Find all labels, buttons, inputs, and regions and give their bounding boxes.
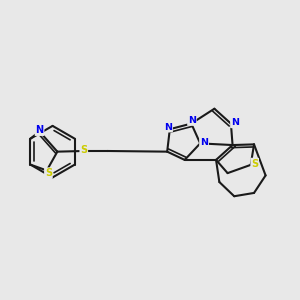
Text: N: N — [164, 123, 172, 132]
Text: S: S — [251, 158, 258, 169]
Text: N: N — [35, 125, 44, 135]
Text: N: N — [231, 118, 239, 127]
Text: N: N — [200, 138, 208, 147]
Text: S: S — [80, 145, 87, 155]
Text: S: S — [45, 168, 52, 178]
Text: N: N — [188, 116, 196, 125]
Text: N: N — [200, 138, 208, 147]
